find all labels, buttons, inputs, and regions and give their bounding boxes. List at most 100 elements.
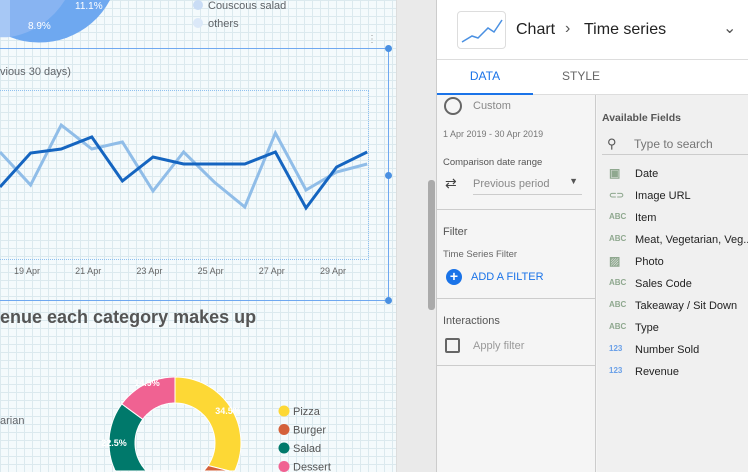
field-item[interactable]: ⊂⊃ Image URL [597,186,748,208]
comparison-value: Previous period [473,178,550,190]
pie-label: 8.9% [28,21,51,32]
apply-filter-checkbox[interactable] [445,338,460,353]
donut-chart: 34.5% 22.5% 14.9% Pizza Burger Salad Dessert [101,376,331,472]
resize-handle[interactable] [385,45,392,52]
filter-heading: Filter [443,226,468,238]
field-name: Item [635,212,657,224]
filter-subheading: Time Series Filter [443,249,518,260]
calendar-icon: ▣ [609,166,621,180]
field-item[interactable]: ABC Type [597,318,748,340]
x-tick-label: 29 Apr [320,266,346,276]
number-123-icon: 123 [609,366,623,375]
tab-data[interactable]: DATA [437,60,533,95]
field-search-input[interactable] [602,133,748,155]
x-tick-label: 19 Apr [14,266,40,276]
text-abc-icon: ABC [609,234,627,243]
x-tick-label: 25 Apr [198,266,224,276]
field-name: Type [635,322,659,334]
divider [437,209,596,210]
field-item[interactable]: ABC Takeaway / Sit Down [597,296,748,318]
image-icon: ▨ [609,254,621,268]
pie-slice [0,0,65,37]
text-abc-icon: ABC [609,322,627,331]
series-line [0,135,368,211]
comparison-dropdown[interactable]: Previous period ▼ [473,173,582,195]
field-name: Photo [635,256,664,268]
field-name: Image URL [635,190,691,202]
legend-item: Pizza [293,406,321,418]
legend-dot [278,461,290,472]
divider [437,298,596,299]
x-tick-label: 21 Apr [75,266,101,276]
legend-item: Couscous salad [208,0,286,12]
legend-item: Salad [293,443,321,455]
chevron-down-icon[interactable]: ⌄ [723,20,737,37]
legend-item: Dessert [293,462,331,472]
slice-label: 22.5% [101,438,127,448]
legend-item: arian [0,415,25,427]
field-name: Takeaway / Sit Down [635,300,738,312]
available-fields-column: Available Fields ⚲ ▣Date⊂⊃Image URLABCIt… [597,95,748,472]
text-abc-icon: ABC [609,300,627,309]
compare-arrows-icon: ⇄ [445,175,457,191]
field-name: Meat, Vegetarian, Veg... [635,234,748,246]
custom-label: Custom [473,100,511,112]
chart-type-icon[interactable] [457,11,506,49]
legend-item: others [208,18,239,30]
pie-label: 11.1% [75,1,103,12]
legend-dot [193,0,203,10]
breadcrumb-chart-type: Time series [584,21,667,38]
breadcrumb-separator: › [565,20,571,37]
legend-dot [278,424,290,435]
breadcrumb-chart[interactable]: Chart [516,21,556,38]
field-item[interactable]: 123 Revenue [597,362,748,384]
pie-chart-top: 8.9% 11.1% Couscous salad others ⋮ [0,0,377,45]
field-item[interactable]: ▨ Photo [597,252,748,274]
dropdown-arrow-icon: ▼ [569,176,578,186]
field-name: Sales Code [635,278,692,290]
apply-filter-label: Apply filter [473,340,525,352]
field-name: Date [635,168,659,180]
series-line [0,122,368,210]
x-tick-label: 27 Apr [259,266,285,276]
donut-slice [199,464,230,472]
legend-item: Burger [293,425,326,437]
field-item[interactable]: ▣ Date [597,164,748,186]
report-canvas[interactable]: 8.9% 11.1% Couscous salad others ⋮ vious… [0,0,396,472]
donut-title: enue each category makes up [0,307,257,327]
pie-slice [0,0,10,38]
tab-style[interactable]: STYLE [561,69,600,83]
chart-title: vious 30 days) [0,66,71,78]
field-item[interactable]: ABC Meat, Vegetarian, Veg... [597,230,748,252]
slice-label: 34.5% [215,406,241,416]
properties-panel: Chart › Time series ⌄ DATA STYLE Custom … [436,0,748,472]
custom-radio[interactable] [444,97,462,115]
legend-dot [193,18,203,28]
data-settings-column: Custom 1 Apr 2019 - 30 Apr 2019 Comparis… [437,95,596,472]
scrollbar[interactable] [428,180,435,310]
field-list: ▣ Date ⊂⊃ Image URL ABC Item ABC Meat, Vegetari… [597,164,748,386]
field-item[interactable]: ABC Item [597,208,748,230]
resize-handle[interactable] [385,297,392,304]
donut-slice [121,376,176,420]
timeseries-plot: 19 Apr 21 Apr 23 Apr 25 Apr 27 Apr 29 Apr [0,122,368,276]
field-item[interactable]: 123 Number Sold [597,340,748,362]
date-range-value: 1 Apr 2019 - 30 Apr 2019 [443,129,544,139]
field-name: Number Sold [635,344,700,356]
legend-dot [278,405,290,417]
text-abc-icon: ABC [609,278,627,287]
donut-slice [174,376,242,472]
divider [437,365,596,366]
plot-area [0,90,369,260]
field-item[interactable]: ABC Sales Code [597,274,748,296]
tab-bar: DATA STYLE [437,60,748,95]
slice-label: 14.9% [134,378,160,388]
resize-handle[interactable] [385,172,392,179]
number-123-icon: 123 [609,344,623,353]
comparison-label: Comparison date range [443,157,543,168]
more-options-icon[interactable]: ⋮ [367,34,377,45]
add-icon[interactable]: + [446,269,462,285]
fields-heading: Available Fields [602,112,681,124]
add-filter-button[interactable]: ADD A FILTER [471,271,544,283]
field-name: Revenue [635,366,680,378]
